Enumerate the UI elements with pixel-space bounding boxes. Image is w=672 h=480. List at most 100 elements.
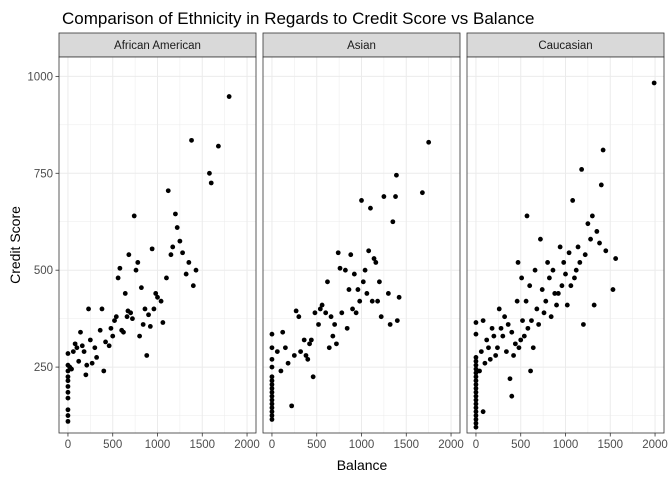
data-point <box>543 298 549 304</box>
data-point <box>515 260 521 265</box>
data-point <box>168 252 174 258</box>
facet-strip <box>466 32 665 58</box>
data-point <box>269 393 275 399</box>
data-point <box>390 219 396 225</box>
data-point <box>396 294 402 300</box>
data-point <box>473 378 479 384</box>
data-point <box>332 322 338 327</box>
data-point <box>473 393 479 399</box>
chart-title: Comparison of Ethnicity in Regards to Cr… <box>62 9 534 28</box>
data-point <box>557 244 563 250</box>
data-point <box>138 285 144 291</box>
data-point <box>122 291 128 296</box>
data-point <box>65 395 71 401</box>
x-tick-label: 0 <box>473 439 479 451</box>
data-point <box>528 368 533 374</box>
y-axis-title: Credit Score <box>7 206 23 284</box>
data-point <box>133 267 139 273</box>
data-point <box>473 382 479 387</box>
data-point <box>589 213 595 219</box>
data-point <box>473 397 479 403</box>
data-point <box>394 318 400 323</box>
data-point <box>269 413 275 418</box>
data-point <box>548 314 554 320</box>
data-point <box>603 248 609 254</box>
data-point <box>269 389 275 395</box>
data-point <box>381 194 387 199</box>
data-point <box>173 211 178 217</box>
data-point <box>375 298 381 304</box>
data-point <box>373 260 379 265</box>
data-point <box>312 310 318 316</box>
data-point <box>106 343 112 349</box>
data-point <box>419 190 425 196</box>
facet-strip <box>262 32 461 58</box>
facet-strip-label: African American <box>114 40 201 52</box>
y-tick-label: 250 <box>34 362 53 374</box>
data-point <box>473 358 479 364</box>
data-point <box>588 236 593 242</box>
data-point <box>140 322 146 327</box>
data-point <box>371 256 377 261</box>
data-point <box>568 283 574 289</box>
data-point <box>128 310 134 316</box>
data-point <box>598 182 604 188</box>
data-point <box>344 325 350 331</box>
data-point <box>555 291 561 296</box>
data-point <box>581 322 586 327</box>
data-point <box>305 356 311 362</box>
facet-panel: African American 0 500 1000 1500 2000 <box>58 32 260 451</box>
data-point <box>359 198 364 203</box>
data-point <box>323 310 329 316</box>
data-point <box>362 267 368 273</box>
facet-panels: African American 0 500 1000 1500 2000 Asian 0 50… <box>27 32 668 451</box>
data-point <box>269 378 275 384</box>
facet-panel: Asian 0 500 1000 1500 2000 <box>262 32 464 451</box>
data-point <box>330 333 336 339</box>
data-point <box>480 409 486 415</box>
data-point <box>529 318 534 323</box>
data-point <box>545 260 550 265</box>
data-point <box>512 341 518 347</box>
data-point <box>566 250 572 256</box>
data-point <box>99 306 105 312</box>
data-point <box>81 349 87 354</box>
data-point <box>473 413 479 418</box>
data-point <box>86 306 91 312</box>
data-point <box>495 345 500 351</box>
data-point <box>278 368 284 374</box>
data-point <box>65 374 71 380</box>
data-point <box>539 287 545 292</box>
data-point <box>65 368 71 374</box>
data-point <box>301 337 307 343</box>
data-point <box>346 287 352 292</box>
data-point <box>339 310 345 316</box>
data-point <box>84 362 90 368</box>
data-point <box>577 260 583 265</box>
data-point <box>570 198 576 203</box>
data-point <box>573 267 579 273</box>
data-point <box>83 372 89 378</box>
data-point <box>296 314 302 320</box>
data-point <box>65 389 71 395</box>
data-point <box>137 333 142 339</box>
data-point <box>208 180 214 186</box>
data-point <box>482 360 488 366</box>
x-tick-label: 1000 <box>145 439 171 451</box>
data-point <box>559 283 565 289</box>
data-point <box>473 417 479 422</box>
data-point <box>473 320 479 325</box>
data-point <box>521 333 527 339</box>
data-point <box>158 298 164 304</box>
data-point <box>269 417 275 422</box>
data-point <box>124 314 130 320</box>
data-point <box>473 355 479 360</box>
facet-panel: Caucasian 0 500 1000 1500 2000 <box>466 32 668 451</box>
data-point <box>190 283 196 289</box>
data-point <box>473 409 479 415</box>
data-point <box>369 298 375 304</box>
data-point <box>486 345 491 351</box>
data-point <box>146 312 151 318</box>
x-tick-label: 1000 <box>349 439 375 451</box>
x-tick-label: 2000 <box>642 439 668 451</box>
